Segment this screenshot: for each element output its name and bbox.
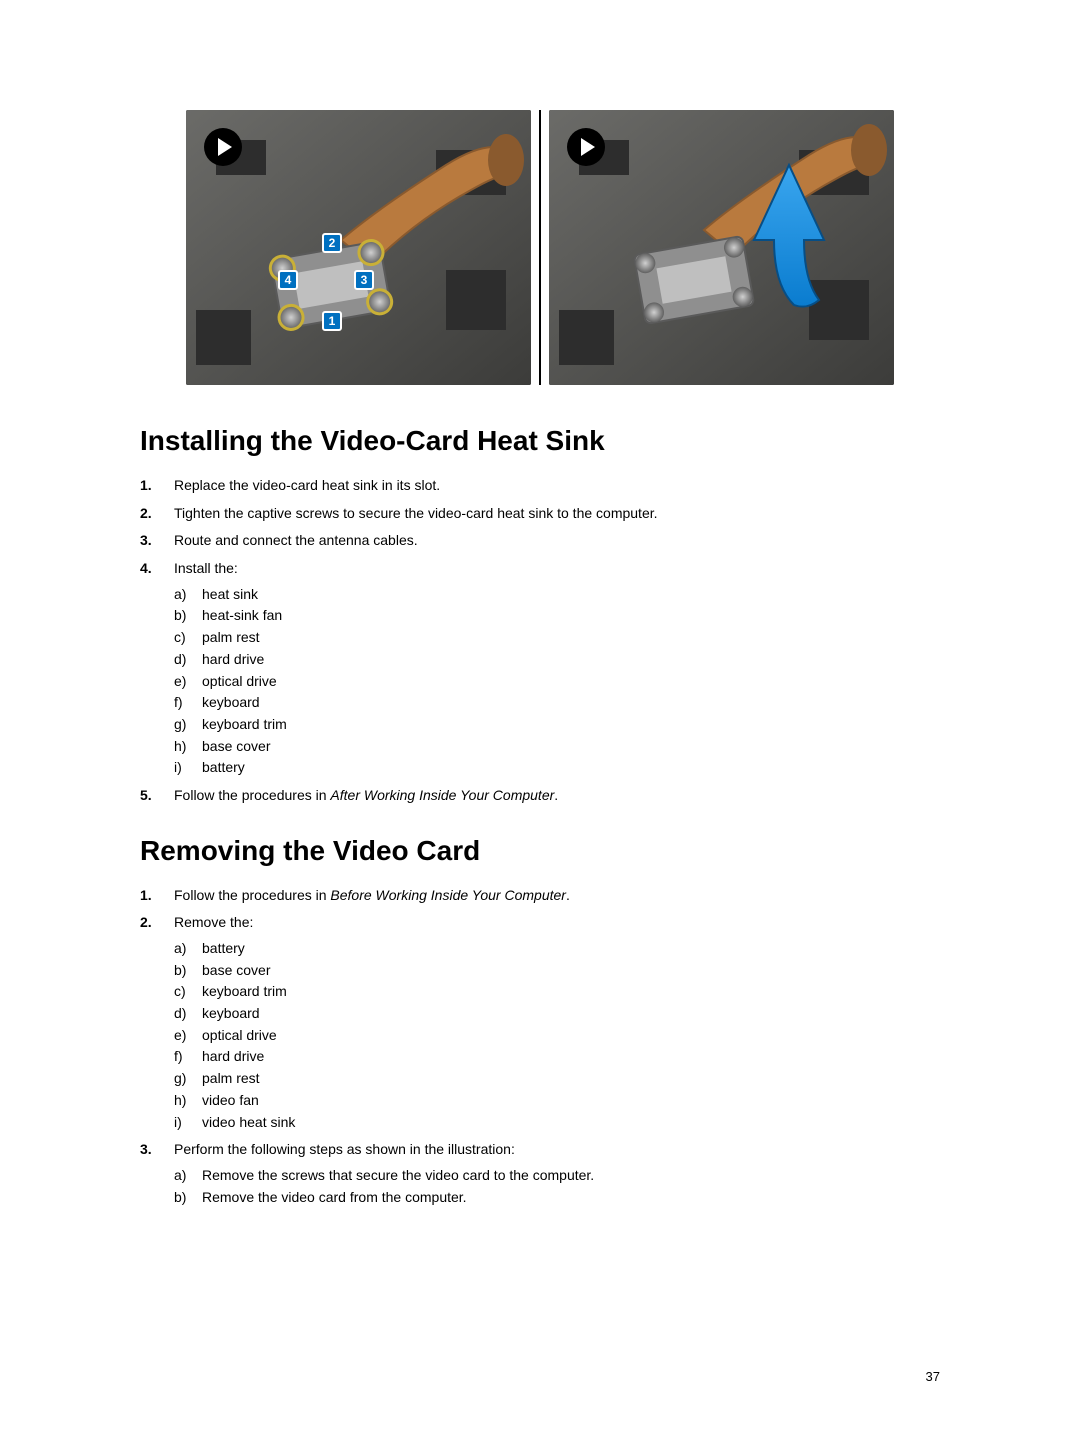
step: Remove the: battery base cover keyboard … <box>140 912 940 1133</box>
sub-item: optical drive <box>174 671 940 693</box>
sub-item: palm rest <box>174 627 940 649</box>
remove-sublist-b: Remove the screws that secure the video … <box>174 1165 940 1208</box>
step-text: Tighten the captive screws to secure the… <box>174 505 658 521</box>
figure-panel-1: 2 4 3 1 <box>186 110 531 385</box>
install-sublist: heat sink heat-sink fan palm rest hard d… <box>174 584 940 779</box>
sub-item: palm rest <box>174 1068 940 1090</box>
sub-item: keyboard trim <box>174 981 940 1003</box>
step-text: Install the: <box>174 560 238 576</box>
sub-item: hard drive <box>174 649 940 671</box>
sub-item: base cover <box>174 960 940 982</box>
step: Perform the following steps as shown in … <box>140 1139 940 1208</box>
step-text: Remove the: <box>174 914 253 930</box>
step-text: . <box>566 887 570 903</box>
step-italic: After Working Inside Your Computer <box>330 787 554 803</box>
page-number: 37 <box>926 1369 940 1384</box>
sub-item: keyboard trim <box>174 714 940 736</box>
figure-panel-2 <box>549 110 894 385</box>
step: Route and connect the antenna cables. <box>140 530 940 552</box>
step-italic: Before Working Inside Your Computer <box>330 887 566 903</box>
step: Follow the procedures in After Working I… <box>140 785 940 807</box>
sub-item: video heat sink <box>174 1112 940 1134</box>
sub-item: Remove the screws that secure the video … <box>174 1165 940 1187</box>
sub-item: heat-sink fan <box>174 605 940 627</box>
step-text: Perform the following steps as shown in … <box>174 1141 515 1157</box>
sub-item: optical drive <box>174 1025 940 1047</box>
remove-steps: Follow the procedures in Before Working … <box>140 885 940 1209</box>
step-text: . <box>554 787 558 803</box>
sub-item: base cover <box>174 736 940 758</box>
sub-item: hard drive <box>174 1046 940 1068</box>
sub-item: keyboard <box>174 1003 940 1025</box>
callout-1: 1 <box>322 311 342 331</box>
section-heading-remove: Removing the Video Card <box>140 835 940 867</box>
step-text: Follow the procedures in <box>174 887 330 903</box>
sub-item: keyboard <box>174 692 940 714</box>
figure-divider <box>539 110 541 385</box>
callout-3: 3 <box>354 270 374 290</box>
step-text: Replace the video-card heat sink in its … <box>174 477 440 493</box>
sub-item: heat sink <box>174 584 940 606</box>
sub-item: battery <box>174 938 940 960</box>
step: Replace the video-card heat sink in its … <box>140 475 940 497</box>
play-step-icon <box>567 128 605 166</box>
section-heading-install: Installing the Video-Card Heat Sink <box>140 425 940 457</box>
step-text: Route and connect the antenna cables. <box>174 532 418 548</box>
remove-sublist: battery base cover keyboard trim keyboar… <box>174 938 940 1133</box>
install-steps: Replace the video-card heat sink in its … <box>140 475 940 807</box>
manual-page: 2 4 3 1 <box>0 0 1080 1434</box>
step-text: Follow the procedures in <box>174 787 330 803</box>
step: Install the: heat sink heat-sink fan pal… <box>140 558 940 779</box>
step: Tighten the captive screws to secure the… <box>140 503 940 525</box>
step: Follow the procedures in Before Working … <box>140 885 940 907</box>
sub-item: video fan <box>174 1090 940 1112</box>
callout-2: 2 <box>322 233 342 253</box>
sub-item: Remove the video card from the computer. <box>174 1187 940 1209</box>
play-step-icon <box>204 128 242 166</box>
callout-4: 4 <box>278 270 298 290</box>
illustration-figure: 2 4 3 1 <box>140 110 940 385</box>
sub-item: battery <box>174 757 940 779</box>
